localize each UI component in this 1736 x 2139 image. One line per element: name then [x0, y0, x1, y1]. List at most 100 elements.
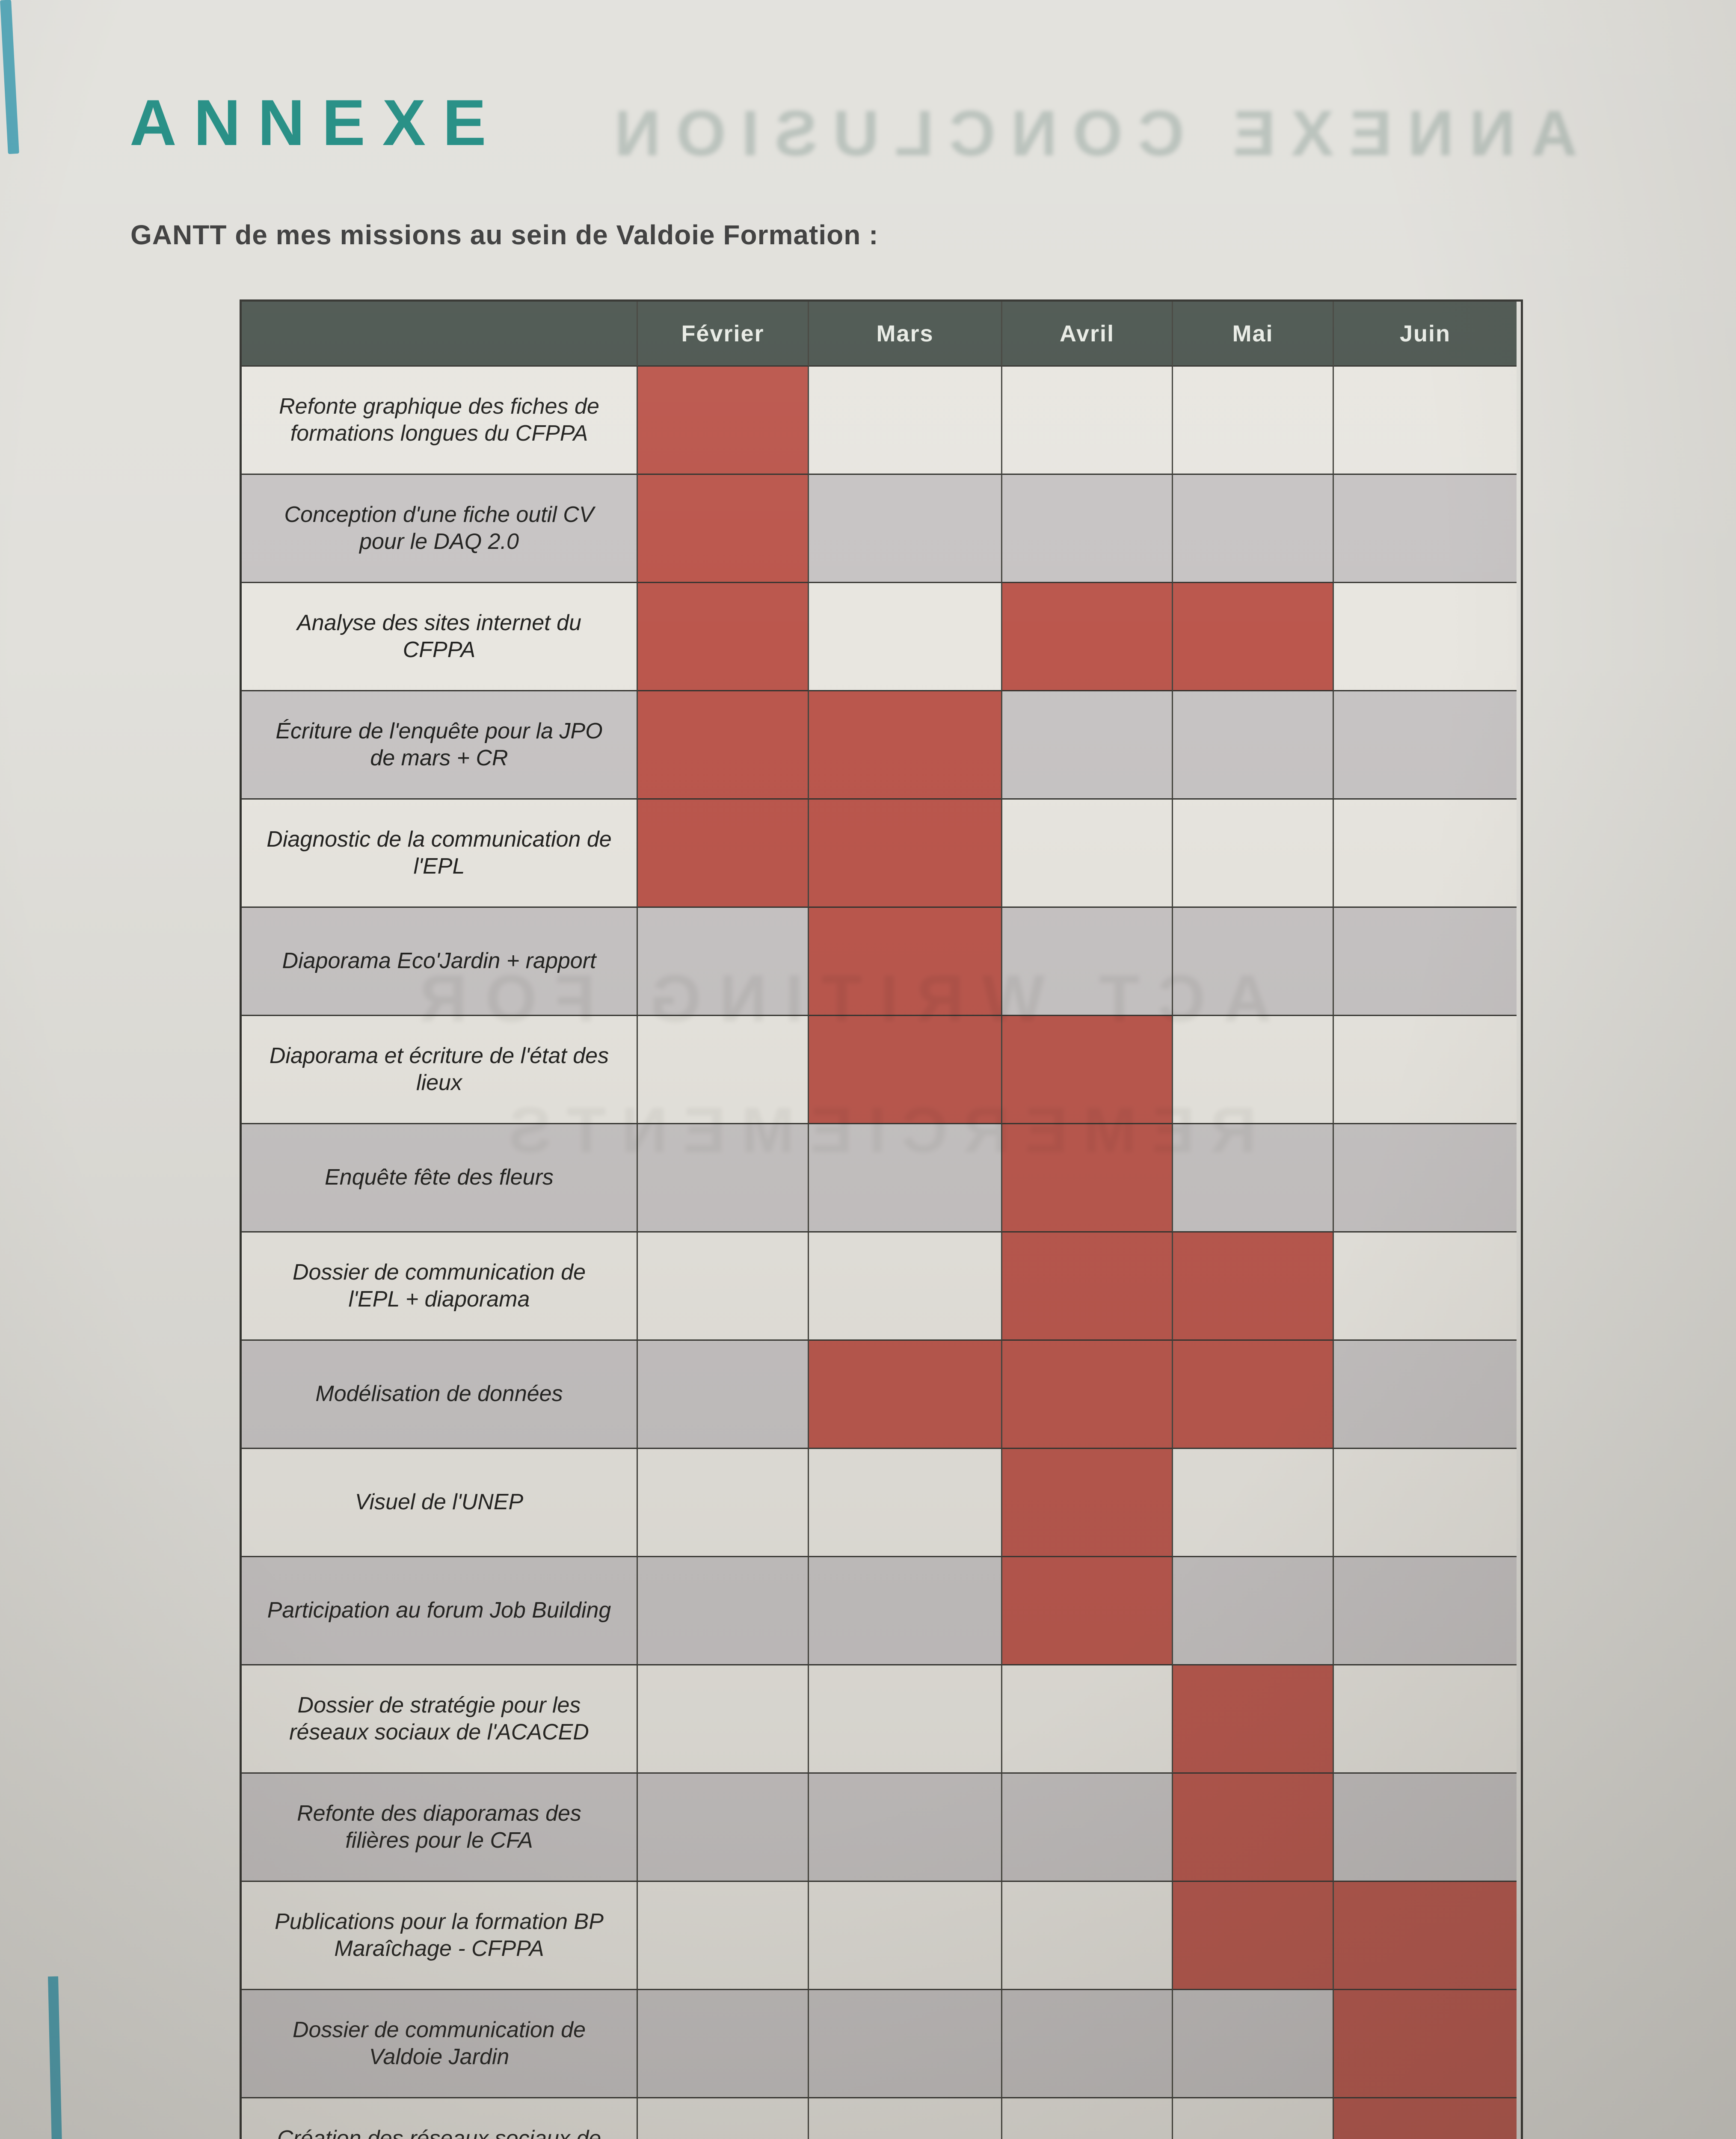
gantt-cell-mars	[809, 367, 1002, 475]
ghost-text-title-area: ANNEXE CONCLUSION	[599, 97, 1578, 169]
gantt-cell-juin	[1334, 1124, 1517, 1232]
gantt-cell-avril	[1002, 475, 1173, 583]
gantt-cell-mars	[809, 1449, 1002, 1557]
gantt-task-label: Écriture de l'enquête pour la JPO de mar…	[242, 691, 638, 800]
gantt-task-label: Analyse des sites internet du CFPPA	[242, 583, 638, 691]
gantt-cell-juin	[1334, 800, 1517, 908]
gantt-task-label: Publications pour la formation BP Maraîc…	[242, 1882, 638, 1990]
gantt-cell-février	[638, 583, 809, 691]
gantt-cell-avril	[1002, 2098, 1173, 2139]
gantt-task-label: Visuel de l'UNEP	[242, 1449, 638, 1557]
gantt-cell-mai	[1173, 1124, 1334, 1232]
gantt-cell-avril	[1002, 1990, 1173, 2098]
gantt-task-label: Création des réseaux sociaux de l'ACACED	[242, 2098, 638, 2139]
gantt-cell-mars	[809, 1124, 1002, 1232]
gantt-cell-mai	[1173, 583, 1334, 691]
gantt-cell-avril	[1002, 1665, 1173, 1774]
gantt-cell-mars	[809, 583, 1002, 691]
gantt-cell-février	[638, 367, 809, 475]
table-row: Écriture de l'enquête pour la JPO de mar…	[242, 691, 1521, 800]
gantt-cell-février	[638, 475, 809, 583]
gantt-cell-février	[638, 1232, 809, 1341]
gantt-cell-avril	[1002, 583, 1173, 691]
gantt-header-month-2: Mars	[809, 302, 1002, 367]
gantt-cell-mars	[809, 1557, 1002, 1665]
gantt-cell-juin	[1334, 475, 1517, 583]
gantt-header-month-1: Février	[638, 302, 809, 367]
gantt-cell-mai	[1173, 1665, 1334, 1774]
gantt-cell-mars	[809, 1232, 1002, 1341]
gantt-task-label: Diagnostic de la communication de l'EPL	[242, 800, 638, 908]
gantt-cell-février	[638, 1449, 809, 1557]
gantt-cell-juin	[1334, 2098, 1517, 2139]
table-row: Dossier de communication de l'EPL + diap…	[242, 1232, 1521, 1341]
table-row: Diaporama Eco'Jardin + rapport	[242, 908, 1521, 1016]
gantt-cell-juin	[1334, 691, 1517, 800]
gantt-cell-février	[638, 1665, 809, 1774]
table-row: Diaporama et écriture de l'état des lieu…	[242, 1016, 1521, 1124]
teal-accent-bar	[0, 0, 19, 154]
table-row: Diagnostic de la communication de l'EPL	[242, 800, 1521, 908]
gantt-cell-juin	[1334, 1557, 1517, 1665]
gantt-cell-mai	[1173, 1882, 1334, 1990]
gantt-cell-février	[638, 1124, 809, 1232]
gantt-cell-juin	[1334, 908, 1517, 1016]
gantt-cell-juin	[1334, 1449, 1517, 1557]
gantt-cell-février	[638, 691, 809, 800]
gantt-cell-mai	[1173, 1774, 1334, 1882]
gantt-cell-avril	[1002, 691, 1173, 800]
gantt-cell-février	[638, 800, 809, 908]
table-row: Dossier de communication de Valdoie Jard…	[242, 1990, 1521, 2098]
gantt-cell-mars	[809, 2098, 1002, 2139]
gantt-cell-mars	[809, 1774, 1002, 1882]
gantt-cell-mai	[1173, 1449, 1334, 1557]
gantt-cell-février	[638, 908, 809, 1016]
gantt-cell-février	[638, 1990, 809, 2098]
gantt-cell-avril	[1002, 1449, 1173, 1557]
table-row: Visuel de l'UNEP	[242, 1449, 1521, 1557]
gantt-task-label: Modélisation de données	[242, 1341, 638, 1449]
gantt-cell-juin	[1334, 1341, 1517, 1449]
gantt-cell-mars	[809, 800, 1002, 908]
gantt-cell-avril	[1002, 908, 1173, 1016]
table-row: Dossier de stratégie pour les réseaux so…	[242, 1665, 1521, 1774]
gantt-task-label: Refonte des diaporamas des filières pour…	[242, 1774, 638, 1882]
gantt-cell-mars	[809, 691, 1002, 800]
gantt-cell-mars	[809, 1016, 1002, 1124]
gantt-header-month-5: Juin	[1334, 302, 1517, 367]
table-row: Refonte graphique des fiches de formatio…	[242, 367, 1521, 475]
gantt-cell-avril	[1002, 1557, 1173, 1665]
gantt-header-month-4: Mai	[1173, 302, 1334, 367]
gantt-cell-avril	[1002, 1124, 1173, 1232]
table-row: Participation au forum Job Building	[242, 1557, 1521, 1665]
table-row: Enquête fête des fleurs	[242, 1124, 1521, 1232]
gantt-cell-mars	[809, 1665, 1002, 1774]
gantt-cell-mai	[1173, 2098, 1334, 2139]
gantt-cell-juin	[1334, 583, 1517, 691]
gantt-table: Février Mars Avril Mai Juin Refonte graphiqu…	[240, 299, 1523, 2139]
gantt-cell-mars	[809, 908, 1002, 1016]
gantt-cell-juin	[1334, 1232, 1517, 1341]
gantt-cell-mai	[1173, 1341, 1334, 1449]
page-title: ANNEXE	[130, 86, 504, 159]
gantt-task-label: Participation au forum Job Building	[242, 1557, 638, 1665]
gantt-cell-avril	[1002, 1882, 1173, 1990]
gantt-task-label: Dossier de communication de l'EPL + diap…	[242, 1232, 638, 1341]
gantt-cell-avril	[1002, 1774, 1173, 1882]
table-row: Création des réseaux sociaux de l'ACACED	[242, 2098, 1521, 2139]
teal-crosshair-vertical-line	[48, 1976, 66, 2139]
gantt-cell-avril	[1002, 367, 1173, 475]
gantt-cell-avril	[1002, 1341, 1173, 1449]
gantt-cell-juin	[1334, 367, 1517, 475]
gantt-cell-mars	[809, 1882, 1002, 1990]
table-row: Analyse des sites internet du CFPPA	[242, 583, 1521, 691]
gantt-cell-février	[638, 1557, 809, 1665]
table-row: Conception d'une fiche outil CV pour le …	[242, 475, 1521, 583]
table-row: Publications pour la formation BP Maraîc…	[242, 1882, 1521, 1990]
gantt-cell-mai	[1173, 908, 1334, 1016]
page-subtitle: GANTT de mes missions au sein de Valdoie…	[130, 219, 879, 250]
gantt-cell-mai	[1173, 800, 1334, 908]
gantt-cell-mai	[1173, 1557, 1334, 1665]
gantt-cell-mai	[1173, 475, 1334, 583]
gantt-task-label: Diaporama Eco'Jardin + rapport	[242, 908, 638, 1016]
